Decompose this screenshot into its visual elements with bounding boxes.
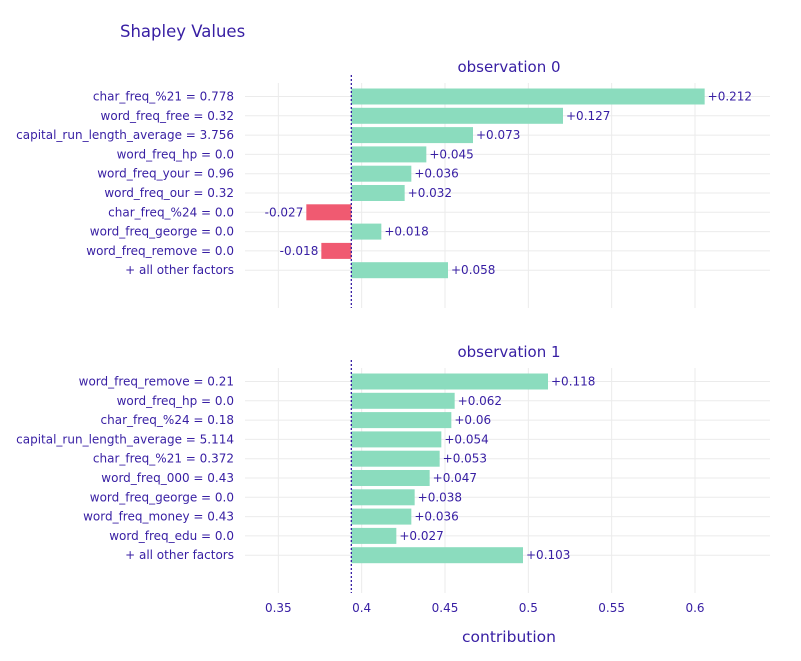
bar: [351, 223, 382, 240]
category-label: capital_run_length_average = 5.114: [16, 432, 234, 446]
category-label: char_freq_%21 = 0.372: [93, 452, 234, 466]
category-label: word_freq_your = 0.96: [97, 167, 234, 181]
category-label: char_freq_%21 = 0.778: [93, 90, 234, 104]
category-label: + all other factors: [125, 548, 234, 562]
x-tick-label: 0.45: [432, 601, 459, 615]
category-label: word_freq_money = 0.43: [83, 510, 234, 524]
bar-value-label: +0.036: [414, 167, 458, 181]
bar: [351, 392, 455, 409]
chart-title: Shapley Values: [120, 22, 245, 41]
bar: [351, 107, 563, 124]
bar: [351, 547, 523, 564]
bar: [351, 185, 405, 201]
panel-observation-0: char_freq_%21 = 0.778 word_freq_free = 0.…: [16, 58, 770, 308]
x-tick-label: 0.6: [685, 601, 704, 615]
category-label: word_freq_hp = 0.0: [117, 147, 234, 161]
bar: [351, 88, 705, 105]
bar-value-label: -0.027: [265, 205, 304, 219]
bar: [321, 242, 352, 259]
panels: char_freq_%21 = 0.778 word_freq_free = 0.…: [16, 58, 770, 593]
x-axis-label: contribution: [462, 628, 556, 646]
bar: [351, 146, 427, 163]
bar-value-label: +0.027: [399, 529, 443, 543]
panel-observation-1: word_freq_remove = 0.21 word_freq_hp = 0.…: [16, 343, 770, 593]
bar-value-label: +0.103: [526, 548, 570, 562]
bar-value-label: +0.054: [444, 432, 488, 446]
bar-value-label: +0.053: [443, 452, 487, 466]
bar: [351, 127, 473, 144]
bar-value-label: +0.118: [551, 375, 595, 389]
bar-value-label: +0.047: [433, 471, 477, 485]
category-label: char_freq_%24 = 0.0: [108, 205, 234, 219]
bar: [351, 489, 415, 506]
bar-value-label: +0.038: [418, 490, 462, 504]
bar-value-label: +0.062: [458, 394, 502, 408]
bar: [351, 508, 412, 525]
bar: [351, 373, 548, 390]
category-label: word_freq_remove = 0.0: [86, 244, 234, 258]
bar-value-label: +0.212: [708, 90, 752, 104]
category-label: word_freq_000 = 0.43: [101, 471, 234, 485]
bar: [351, 165, 412, 182]
x-tick-label: 0.35: [265, 601, 292, 615]
bar-value-label: +0.058: [451, 263, 495, 277]
panel-title: observation 0: [457, 58, 560, 76]
bar: [351, 470, 430, 486]
bar-value-label: +0.032: [408, 186, 452, 200]
bar-value-label: +0.045: [429, 147, 473, 161]
category-label: word_freq_george = 0.0: [90, 490, 234, 504]
bar-value-label: +0.06: [454, 413, 491, 427]
bar: [351, 527, 397, 544]
bar: [351, 450, 440, 467]
category-label: char_freq_%24 = 0.18: [101, 413, 234, 427]
x-axis: 0.35 0.4 0.45 0.5 0.55 0.6: [265, 601, 705, 615]
category-label: word_freq_our = 0.32: [104, 186, 234, 200]
bar: [351, 412, 452, 429]
bar: [351, 262, 448, 279]
category-label: + all other factors: [125, 263, 234, 277]
bar-value-label: +0.018: [384, 225, 428, 239]
category-label: word_freq_remove = 0.21: [79, 375, 234, 389]
bar-value-label: -0.018: [280, 244, 319, 258]
category-label: word_freq_edu = 0.0: [109, 529, 234, 543]
x-tick-label: 0.5: [519, 601, 538, 615]
bar-value-label: +0.127: [566, 109, 610, 123]
category-label: word_freq_free = 0.32: [101, 109, 234, 123]
category-label: capital_run_length_average = 3.756: [16, 128, 234, 142]
x-tick-label: 0.55: [598, 601, 625, 615]
category-label: word_freq_george = 0.0: [90, 225, 234, 239]
bar: [351, 431, 442, 448]
category-label: word_freq_hp = 0.0: [117, 394, 234, 408]
bar-value-label: +0.036: [414, 510, 458, 524]
x-tick-label: 0.4: [352, 601, 371, 615]
bar: [306, 204, 352, 221]
bar-value-label: +0.073: [476, 128, 520, 142]
panel-title: observation 1: [457, 343, 560, 361]
